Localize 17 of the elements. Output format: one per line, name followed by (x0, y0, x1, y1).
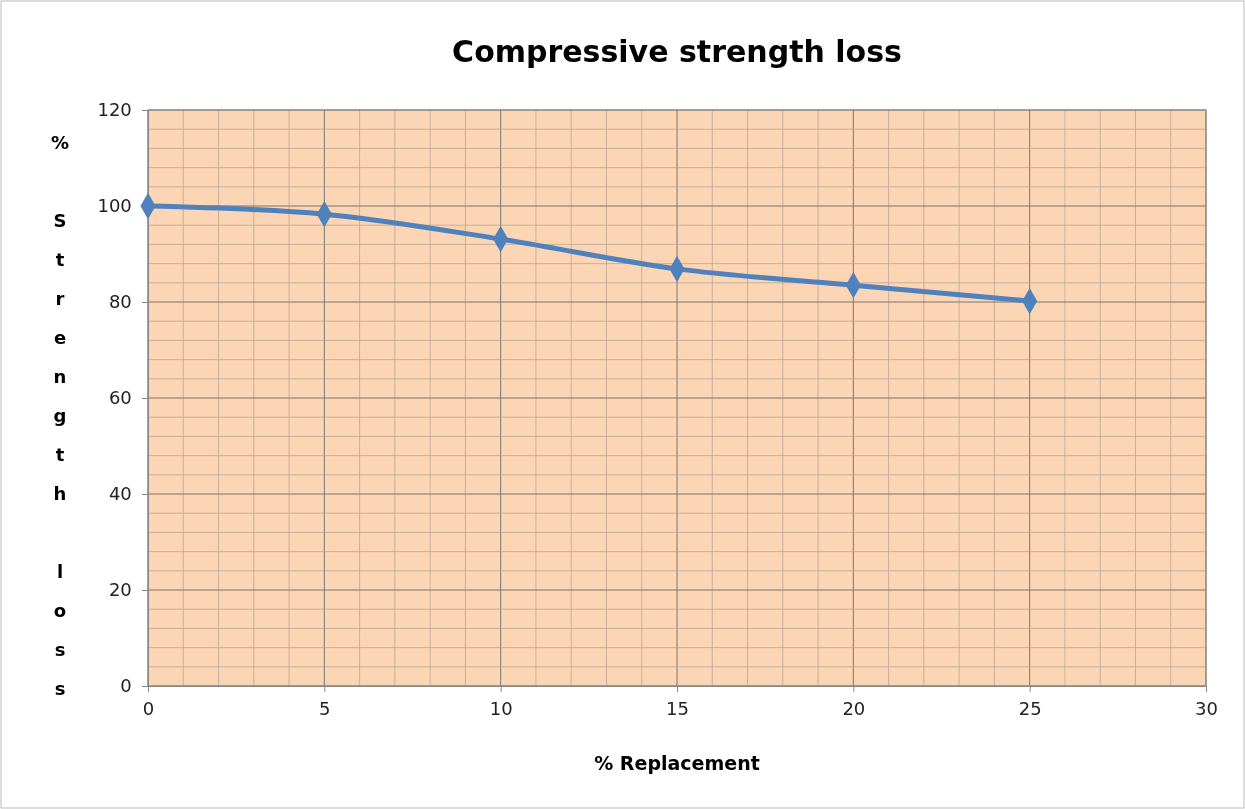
x-tick-label: 10 (489, 697, 513, 719)
x-axis-title: % Replacement (594, 752, 760, 774)
y-tick-label: 0 (120, 675, 132, 697)
x-tick-label: 20 (842, 697, 866, 719)
chart-title: Compressive strength loss (452, 34, 902, 69)
y-tick-label: 100 (97, 195, 132, 217)
x-tick-label: 25 (1018, 697, 1042, 719)
y-tick-label: 40 (108, 483, 132, 505)
y-tick-label: 80 (108, 291, 132, 313)
x-tick-label: 5 (319, 697, 331, 719)
x-tick-label: 0 (142, 697, 155, 719)
y-tick-label: 120 (97, 99, 132, 121)
y-tick-label: 20 (108, 579, 132, 601)
x-tick-label: 30 (1195, 697, 1218, 719)
y-tick-label: 60 (108, 387, 132, 409)
x-tick-label: 15 (666, 697, 689, 719)
y-axis-title: % Strength loss (49, 132, 71, 717)
